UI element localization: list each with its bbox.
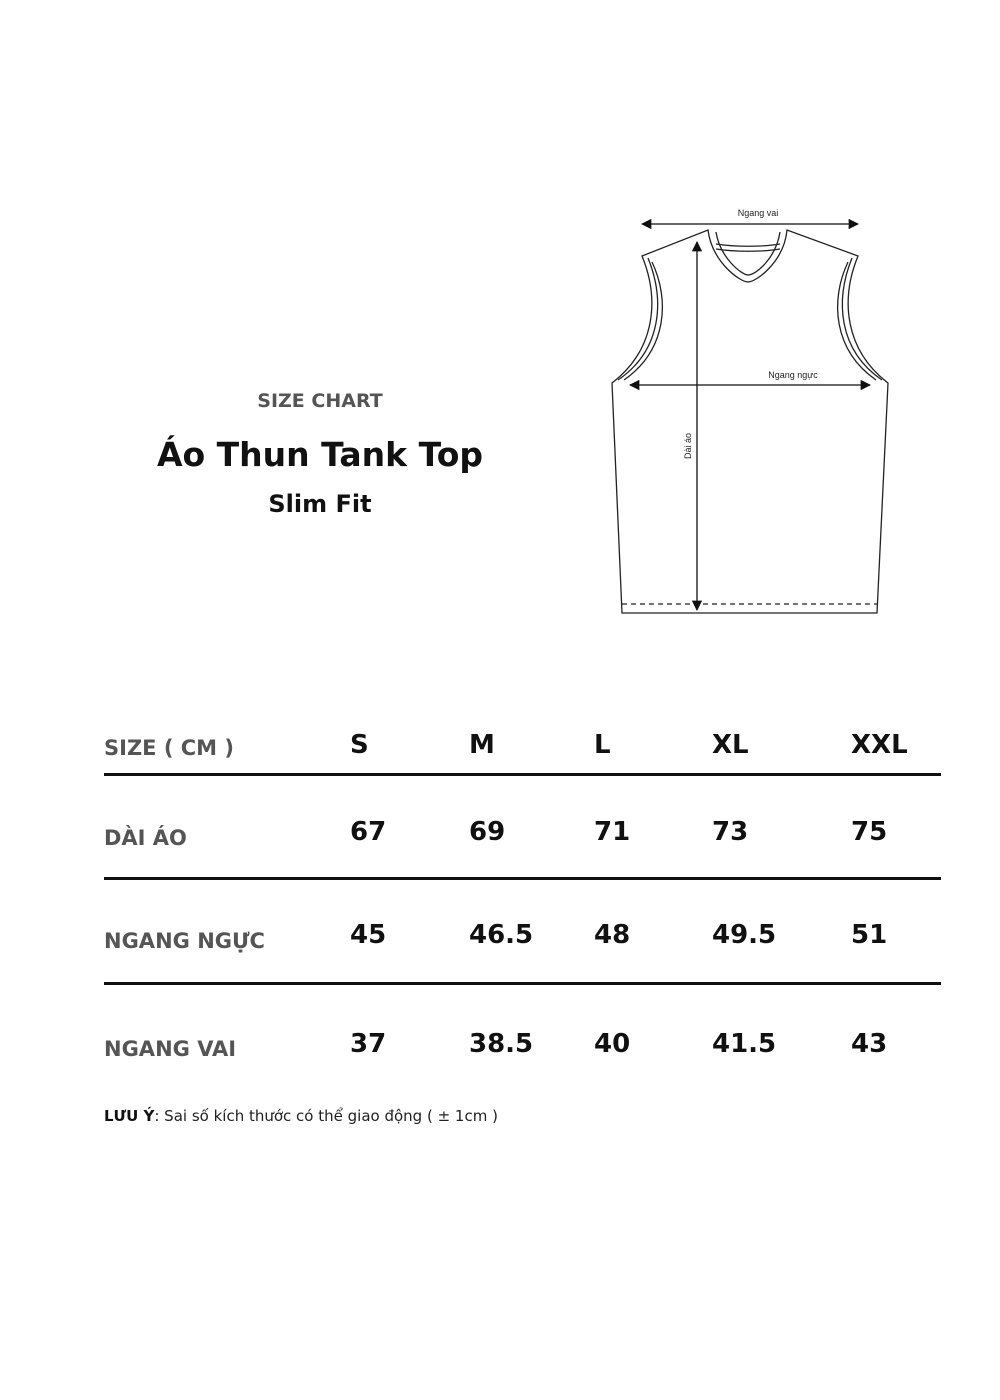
chest-label: Ngang ngực (768, 370, 818, 380)
note: LƯU Ý: Sai số kích thước có thể giao độn… (104, 1107, 498, 1125)
divider (104, 773, 941, 776)
cell: 73 (712, 817, 749, 847)
row-label: NGANG NGỰC (104, 929, 265, 953)
note-label: LƯU Ý (104, 1107, 155, 1125)
cell: 51 (851, 920, 888, 950)
product-title: Áo Thun Tank Top (156, 435, 484, 474)
cell: 48 (594, 920, 631, 950)
row-label: NGANG VAI (104, 1037, 237, 1061)
shirt-outline (611, 229, 889, 614)
cell: 38.5 (469, 1029, 534, 1059)
cell: 71 (594, 817, 631, 847)
row-label: DÀI ÁO (104, 826, 187, 850)
cell: 37 (350, 1029, 387, 1059)
size-xxl: XXL (851, 730, 908, 760)
cell: 46.5 (469, 920, 534, 950)
divider (104, 877, 941, 880)
cell: 45 (350, 920, 387, 950)
cell: 41.5 (712, 1029, 777, 1059)
size-xl: XL (712, 730, 749, 760)
note-text: : Sai số kích thước có thể giao động ( ±… (154, 1107, 498, 1125)
header-label: SIZE ( CM ) (104, 736, 234, 760)
fit-subtitle: Slim Fit (268, 490, 372, 518)
size-s: S (350, 730, 369, 760)
divider (104, 982, 941, 985)
shoulder-label: Ngang vai (738, 208, 779, 218)
cell: 75 (851, 817, 888, 847)
cell: 67 (350, 817, 387, 847)
size-chart-kicker: SIZE CHART (257, 390, 383, 412)
cell: 49.5 (712, 920, 777, 950)
length-label: Dài áo (683, 433, 693, 459)
cell: 43 (851, 1029, 888, 1059)
size-m: M (469, 730, 495, 760)
cell: 69 (469, 817, 506, 847)
tank-top-diagram: Ngang vai Ngang ngực Dài áo (611, 208, 889, 614)
size-l: L (594, 730, 611, 760)
cell: 40 (594, 1029, 631, 1059)
